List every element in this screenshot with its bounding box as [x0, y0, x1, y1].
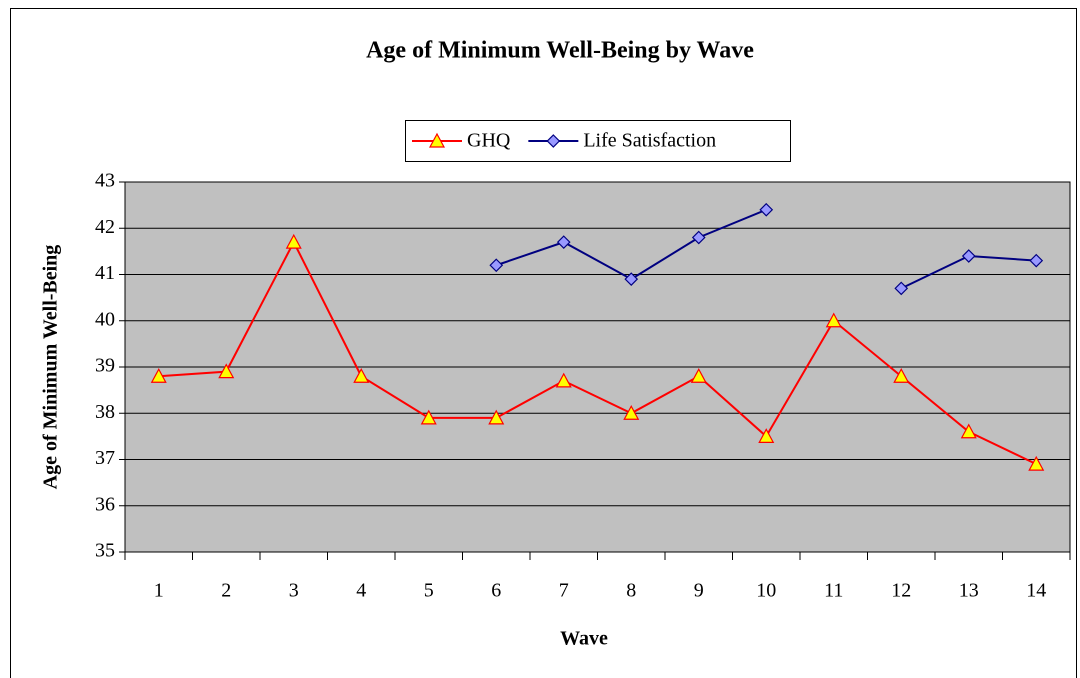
- series-line: [158, 239, 1037, 466]
- triangle-marker: [353, 367, 370, 383]
- x-tick-label: 14: [1026, 580, 1046, 602]
- y-tick-label: 43: [95, 170, 115, 192]
- x-tick-label: 1: [154, 580, 164, 602]
- triangle-marker: [623, 404, 640, 420]
- x-axis-title: Wave: [560, 628, 608, 650]
- x-tick-label: 2: [221, 580, 231, 602]
- x-tick-label: 3: [289, 580, 299, 602]
- diamond-marker: [546, 134, 561, 148]
- triangle-marker: [960, 423, 977, 439]
- y-tick-label: 36: [95, 493, 115, 515]
- y-axis-title: Age of Minimum Well-Being: [40, 245, 62, 490]
- y-tick-label: 42: [95, 216, 115, 238]
- x-tick-label: 9: [694, 580, 704, 602]
- x-tick-label: 12: [891, 580, 911, 602]
- x-tick-label: 7: [559, 580, 569, 602]
- y-tick-label: 40: [95, 308, 115, 330]
- x-tick-label: 5: [424, 580, 434, 602]
- x-tick-label: 8: [626, 580, 636, 602]
- chart-title: Age of Minimum Well-Being by Wave: [366, 38, 754, 64]
- triangle-marker: [690, 367, 707, 383]
- triangle-marker: [1028, 455, 1045, 471]
- x-tick-label: 4: [356, 580, 366, 602]
- diamond-marker: [759, 202, 774, 217]
- x-tick-label: 6: [491, 580, 501, 602]
- triangle-marker: [420, 409, 437, 425]
- legend-box: [405, 120, 791, 162]
- diamond-marker: [1029, 253, 1044, 268]
- y-tick-label: 39: [95, 355, 115, 377]
- legend-label: GHQ: [467, 130, 511, 152]
- x-tick-label: 13: [959, 580, 979, 602]
- y-tick-label: 38: [95, 401, 115, 423]
- diamond-marker: [894, 281, 909, 296]
- y-tick-label: 37: [95, 447, 115, 469]
- legend-label: Life Satisfaction: [583, 130, 716, 152]
- triangle-marker: [218, 363, 235, 379]
- y-tick-label: 35: [95, 540, 115, 562]
- diamond-marker: [691, 230, 706, 245]
- diamond-marker: [556, 235, 571, 249]
- x-tick-label: 10: [756, 580, 776, 602]
- diamond-marker: [624, 272, 639, 286]
- x-tick-label: 11: [824, 580, 843, 602]
- triangle-marker: [285, 233, 302, 249]
- triangle-marker: [488, 409, 505, 425]
- diamond-marker: [961, 249, 976, 263]
- triangle-marker: [555, 372, 572, 388]
- triangle-marker: [758, 428, 775, 443]
- triangle-marker: [150, 367, 167, 383]
- triangle-marker: [825, 312, 842, 328]
- y-tick-label: 41: [95, 262, 115, 284]
- diamond-marker: [489, 258, 504, 273]
- triangle-marker: [428, 132, 446, 148]
- triangle-marker: [893, 367, 910, 383]
